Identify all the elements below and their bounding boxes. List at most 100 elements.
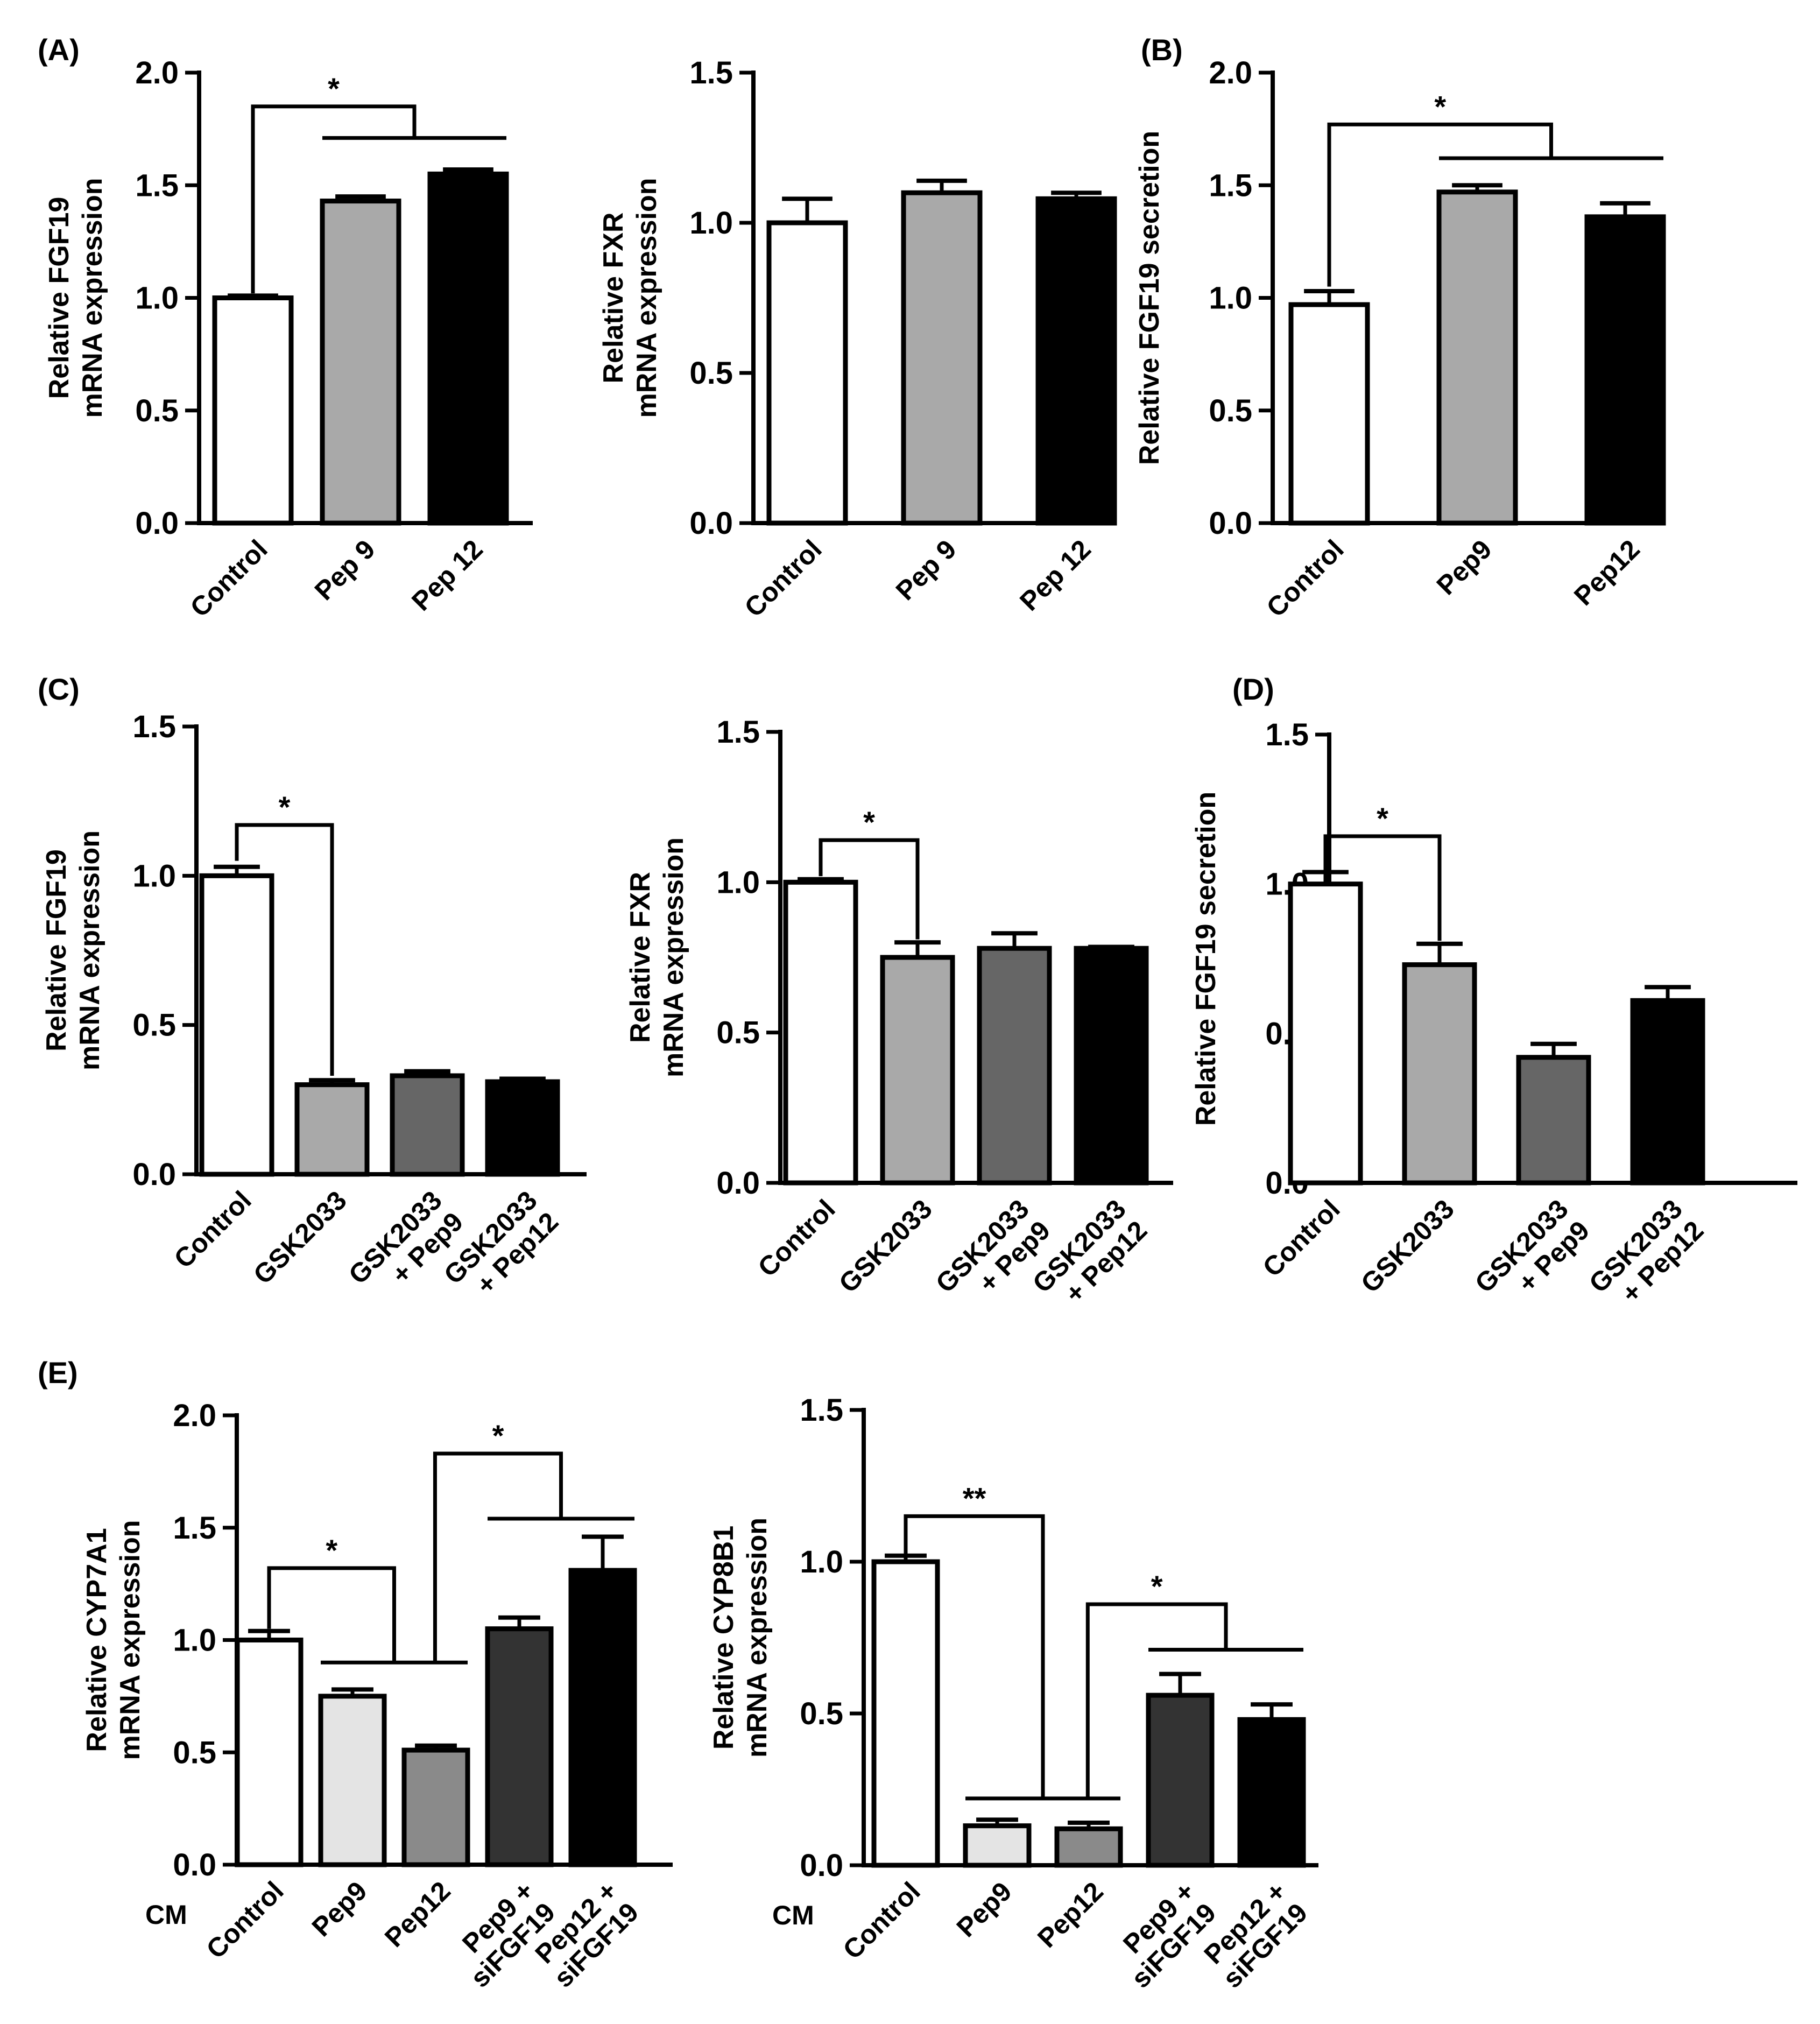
significance-bracket: *: [1323, 801, 1442, 941]
y-axis-title: Relative CYP7A1mRNA expression: [81, 1520, 146, 1760]
x-tick-label: GSK2033+ Pep12: [1027, 1194, 1153, 1320]
bar: [1402, 962, 1477, 1186]
significance-bracket: *: [1327, 89, 1663, 287]
significance-bracket: *: [267, 1533, 468, 1665]
y-tick-label: 0.5: [132, 1008, 176, 1043]
y-tick-label: 0.0: [716, 1166, 760, 1201]
x-tick-label: Pep 9: [309, 534, 381, 606]
bar: [1054, 1826, 1123, 1868]
chart-a1: 0.0 0.5 1.0 1.5 2.0 Relative FGF19mRNA expres…: [44, 55, 533, 623]
bar: [871, 1559, 940, 1868]
chart-a2: 0.0 0.5 1.0 1.5 Relative FXRmRNA expression C…: [598, 55, 1117, 623]
y-axis-title: Relative FGF19 secretion: [1190, 792, 1222, 1126]
y-tick-label: 2.0: [135, 55, 179, 90]
significance-marker: *: [328, 72, 340, 105]
bar: [880, 955, 955, 1186]
x-tick-label: Pep9: [951, 1876, 1018, 1943]
x-tick-label: Control: [1261, 534, 1350, 623]
y-tick-label: 1.0: [1209, 281, 1252, 316]
y-axis-title: Relative FXRmRNA expression: [598, 178, 662, 418]
x-tick-label-line: Pep 9: [890, 534, 962, 606]
y-tick-label: 0.0: [132, 1157, 176, 1192]
bracket-line: [267, 1566, 396, 1663]
panel-label-c: (C): [38, 672, 80, 706]
y-axis-title-line: Relative FXR: [598, 213, 629, 384]
y-tick-label: 1.0: [132, 858, 176, 893]
significance-marker: *: [326, 1533, 337, 1567]
y-tick-label: 0.5: [689, 356, 733, 391]
bar: [318, 1694, 387, 1867]
y-tick-label: 1.0: [173, 1623, 216, 1658]
significance-marker: **: [963, 1481, 986, 1515]
bar: [1584, 214, 1666, 526]
panel-label-b: (B): [1141, 33, 1183, 67]
bar: [485, 1626, 554, 1867]
y-axis-title-line: mRNA expression: [631, 178, 662, 418]
x-tick-label: Pep 12: [1014, 534, 1097, 617]
y-axis-title-line: Relative CYP7A1: [81, 1528, 112, 1752]
significance-bracket: *: [1085, 1569, 1303, 1799]
y-axis-title: Relative FGF19 secretion: [1134, 131, 1165, 465]
x-tick-label: Control: [185, 534, 273, 623]
bar: [766, 220, 848, 526]
y-tick-label: 0.5: [800, 1696, 843, 1731]
x-tick-label: Control: [752, 1194, 841, 1282]
x-tick-label: Control: [201, 1875, 290, 1964]
y-tick-label: 1.0: [689, 206, 733, 241]
panel-label-e: (E): [38, 1356, 78, 1390]
x-tick-label-line: Pep 9: [309, 534, 381, 606]
y-tick-label: 0.5: [135, 393, 179, 428]
y-tick-label: 1.5: [1265, 717, 1309, 752]
y-axis-title-line: Relative FGF19 secretion: [1134, 131, 1165, 465]
x-tick-label-line: Control: [837, 1876, 926, 1965]
y-axis-title-line: Relative FGF19 secretion: [1190, 792, 1222, 1126]
x-tick-label: GSK2033: [833, 1194, 938, 1299]
bar: [1630, 998, 1705, 1186]
bar: [901, 190, 983, 526]
bracket-line: [251, 104, 417, 294]
bar: [1436, 189, 1518, 526]
y-axis-title-line: mRNA expression: [115, 1520, 146, 1760]
y-tick-label: 1.0: [716, 865, 760, 900]
y-tick-label: 1.5: [689, 55, 733, 90]
significance-marker: *: [863, 805, 875, 839]
y-tick-label: 0.5: [1209, 393, 1252, 428]
significance-bracket: **: [904, 1481, 1120, 1801]
y-tick-label: 0.0: [135, 506, 179, 541]
axis-prefix: CM: [772, 1900, 814, 1930]
bar: [401, 1747, 470, 1867]
y-tick-label: 0.0: [800, 1848, 843, 1883]
x-tick-label: Pep12: [1032, 1876, 1109, 1954]
x-tick-label: GSK2033+ Pep9: [343, 1185, 469, 1311]
y-axis-title-line: mRNA expression: [77, 178, 108, 418]
x-tick-label: Control: [1257, 1194, 1346, 1282]
bar: [199, 873, 274, 1177]
y-tick-label: 0.0: [173, 1847, 216, 1882]
bracket-line: [433, 1451, 563, 1663]
axis-prefix: CM: [145, 1900, 187, 1930]
x-tick-label-line: Pep 12: [406, 534, 489, 617]
x-tick-label: Control: [168, 1185, 257, 1274]
significance-marker: *: [1151, 1569, 1163, 1603]
significance-marker: *: [1434, 89, 1446, 123]
x-tick-label-line: GSK2033: [248, 1185, 352, 1290]
bar: [235, 1638, 304, 1867]
x-tick-label: Pep9 +siFGF19: [1104, 1876, 1222, 1994]
x-tick-label-line: Pep9: [951, 1876, 1018, 1943]
y-tick-label: 1.5: [800, 1393, 843, 1428]
x-tick-label: GSK2033: [1355, 1194, 1460, 1299]
bar: [427, 171, 509, 526]
bar: [977, 946, 1052, 1186]
x-tick-label: Pep12: [379, 1875, 456, 1953]
y-axis-title: Relative FGF19mRNA expression: [41, 830, 105, 1070]
y-tick-label: 0.0: [1209, 506, 1252, 541]
x-tick-label-line: Control: [168, 1185, 257, 1274]
bar: [1237, 1717, 1306, 1868]
panel-label-d: (D): [1232, 672, 1274, 706]
bracket-line: [1323, 834, 1442, 941]
bar: [568, 1568, 637, 1867]
x-tick-label: GSK2033: [248, 1185, 352, 1290]
y-axis-title-line: mRNA expression: [742, 1518, 773, 1758]
